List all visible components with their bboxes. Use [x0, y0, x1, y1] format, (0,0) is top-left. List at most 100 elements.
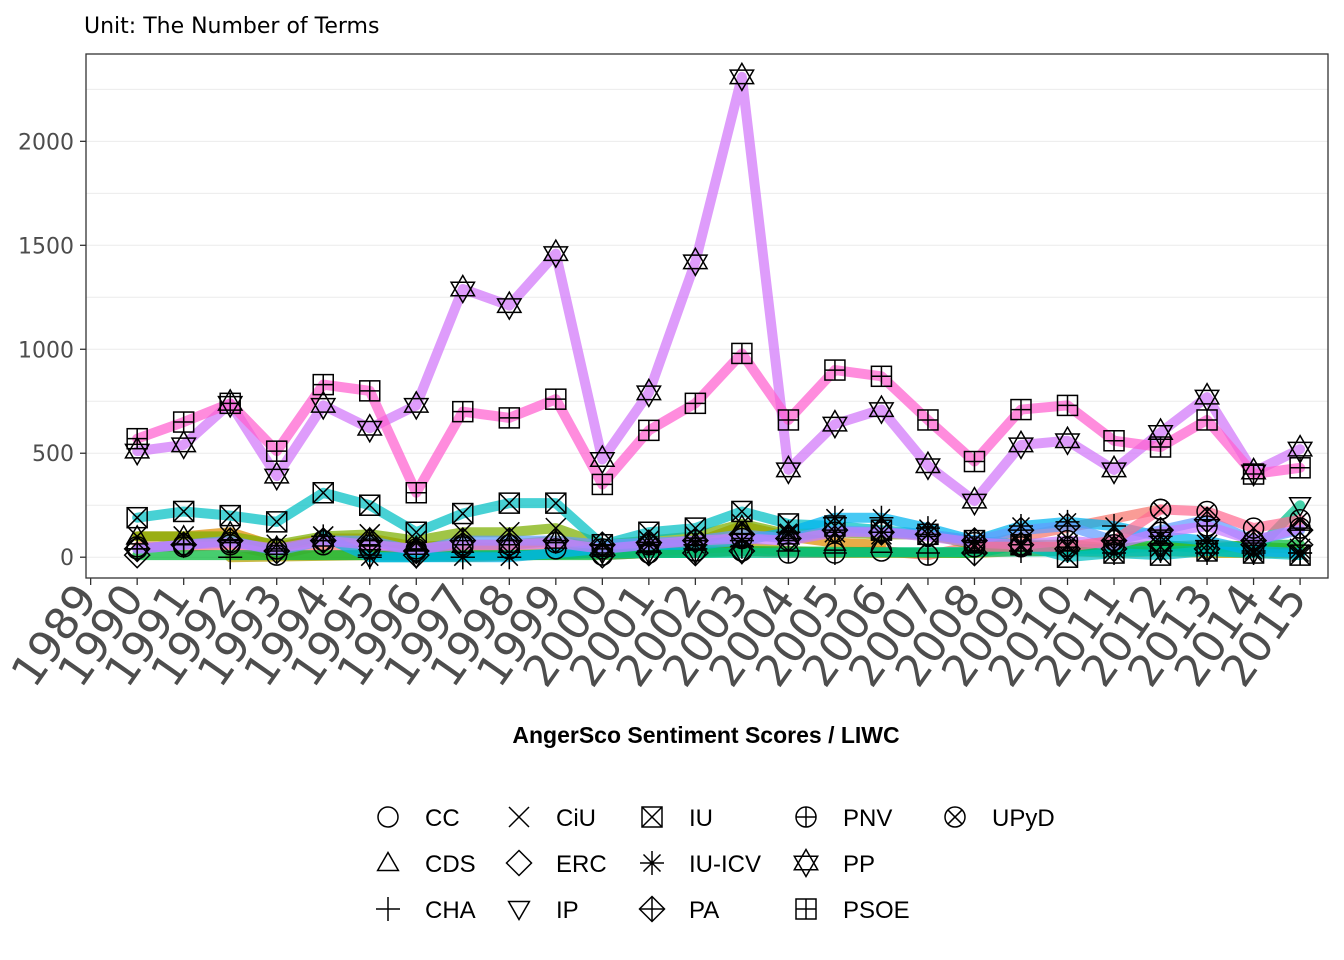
data-point-upyd [1103, 529, 1125, 552]
chart-subtitle: Unit: The Number of Terms [84, 14, 379, 39]
legend-label: IU-ICV [689, 851, 761, 878]
legend-key-iu-icv [640, 851, 664, 875]
data-point-pnv [591, 538, 614, 560]
legend-label: PP [843, 851, 875, 878]
data-point-iu [359, 494, 381, 516]
legend-label: PSOE [843, 897, 910, 924]
legend-key-pp [793, 847, 819, 879]
legend-label: IU [689, 805, 713, 832]
legend-key-cha [376, 897, 400, 921]
data-point-psoe [1149, 436, 1172, 458]
data-point-psoe [172, 411, 195, 433]
data-point-iu [452, 502, 474, 525]
plot-panel-border [85, 53, 1329, 579]
data-point-pnv [777, 529, 800, 552]
data-point-pnv [917, 525, 939, 548]
plot-series [123, 61, 1314, 570]
data-point-psoe [498, 407, 521, 429]
data-point-pp [1194, 382, 1221, 413]
data-point-iu [126, 506, 148, 529]
legend-key-upyd [944, 806, 966, 828]
legend-label: PNV [843, 805, 892, 832]
data-point-pnv [684, 529, 707, 552]
y-tick-label: 0 [60, 546, 74, 571]
data-point-iu [172, 500, 195, 523]
legend-item-erc: ERC [505, 849, 607, 878]
data-point-pp [1287, 434, 1314, 465]
data-point-pnv [498, 533, 521, 556]
data-point-pp [682, 246, 709, 277]
grid-lines [86, 88, 1328, 558]
data-point-psoe [1196, 409, 1218, 431]
data-point-pp [728, 61, 755, 92]
data-point-iu-icv [450, 545, 475, 570]
x-axis-title: AngerSco Sentiment Scores / LIWC [512, 722, 899, 748]
data-point-pp [449, 273, 476, 304]
legend-key-ip [507, 900, 531, 922]
data-point-iu-icv [869, 505, 894, 530]
data-point-pp [1054, 425, 1081, 456]
data-point-pnv [638, 533, 660, 556]
legend-item-cc: CC [377, 805, 460, 832]
data-point-psoe [219, 392, 241, 415]
data-point-pp [868, 394, 895, 425]
data-point-upyd [1149, 498, 1172, 521]
data-point-erc [588, 541, 616, 569]
data-point-pp [775, 454, 802, 485]
y-tick-label: 500 [32, 442, 74, 467]
data-point-iu [219, 504, 241, 527]
legend-item-upyd: UPyD [944, 805, 1055, 832]
data-point-iu [265, 511, 288, 533]
data-point-pnv [963, 531, 986, 554]
y-tick-label: 2000 [18, 130, 74, 155]
data-point-psoe [684, 392, 707, 415]
legend-item-pp: PP [793, 847, 875, 879]
data-point-pp [1101, 454, 1128, 485]
legend-key-pa [638, 895, 666, 923]
data-point-pp [914, 450, 941, 481]
data-point-pnv [452, 533, 474, 556]
legend-label: ERC [556, 851, 607, 878]
legend-key-pnv [795, 806, 817, 828]
legend-item-psoe: PSOE [795, 897, 910, 924]
legend-item-pa: PA [638, 895, 719, 924]
y-axis: 0 500 1000 1500 2000 [18, 130, 86, 571]
data-point-pnv [1103, 533, 1125, 556]
data-point-cds [869, 532, 894, 553]
data-point-iu-icv [357, 545, 382, 570]
series-line-upyd [969, 504, 1306, 552]
data-point-psoe [359, 380, 381, 402]
legend-key-erc [505, 849, 533, 877]
y-tick-label: 1500 [18, 234, 74, 259]
legend-key-cc [377, 806, 399, 828]
data-point-upyd [1289, 509, 1311, 531]
data-point-iu [545, 492, 567, 514]
data-point-pp [635, 377, 662, 408]
data-point-pnv [126, 538, 148, 560]
data-point-iu-icv [1288, 541, 1313, 566]
data-point-pnv [1149, 521, 1172, 544]
data-point-upyd [1010, 536, 1032, 558]
legend-label: PA [689, 897, 719, 924]
legend-label: CC [425, 805, 460, 832]
data-point-psoe [126, 427, 148, 450]
legend-item-cds: CDS [376, 850, 476, 878]
data-point-pnv [1242, 529, 1265, 552]
data-point-erc [123, 541, 151, 569]
series-line-psoe [132, 348, 1306, 498]
data-point-psoe [1103, 430, 1125, 452]
data-point-upyd [1056, 536, 1079, 558]
data-point-pnv [1196, 515, 1218, 537]
data-point-erc [1146, 531, 1175, 559]
legend-item-ciu: CiU [508, 805, 596, 832]
data-point-upyd [1242, 517, 1265, 539]
data-point-psoe [312, 373, 334, 396]
data-point-psoe [452, 400, 474, 423]
data-point-pnv [824, 521, 846, 544]
data-point-pp [589, 444, 616, 475]
data-point-pp [403, 390, 430, 421]
data-point-ip [1288, 496, 1312, 518]
legend-key-cds [376, 850, 400, 872]
data-point-pp [356, 413, 383, 444]
data-point-pp [542, 238, 569, 269]
